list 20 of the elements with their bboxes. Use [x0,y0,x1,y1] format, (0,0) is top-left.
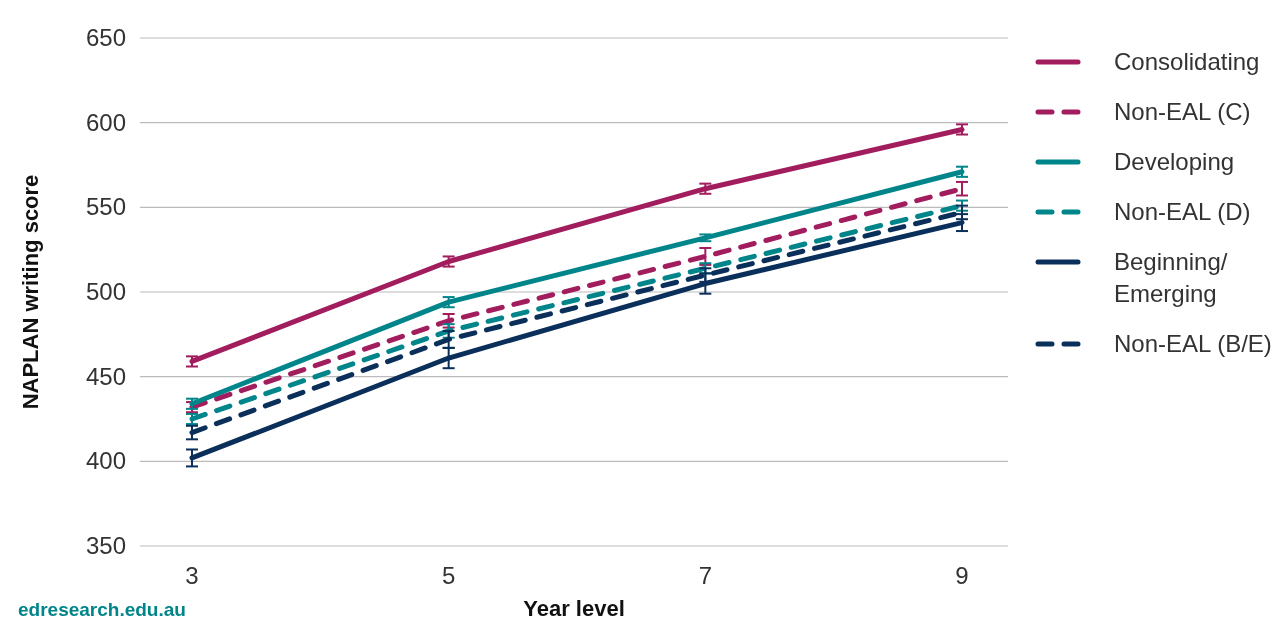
y-tick-label: 650 [85,24,126,51]
x-tick-label: 7 [698,562,713,589]
y-tick-label: 400 [85,447,126,475]
legend-label: Developing [1114,148,1235,175]
text: edresearch.edu.au [18,599,186,618]
legend-label: Non-EAL (B/E) [1114,330,1272,357]
x-axis-title: Year level [523,596,625,618]
y-tick-label: 600 [85,108,126,136]
y-tick-label: 550 [85,193,126,221]
legend-label: Beginning/ Emerging [1114,248,1228,307]
y-tick-label: 350 [85,532,126,559]
legend-label: Consolidating [1114,48,1260,75]
y-axis-title: NAPLAN writing score [18,174,43,410]
y-tick-label: 500 [85,278,126,305]
legend-label: Non-EAL (D) [1114,198,1251,225]
x-tick-label: 9 [955,562,969,589]
x-tick-label: 3 [185,562,199,589]
x-tick-label: 5 [441,562,456,589]
legend-label: Non-EAL (C) [1114,98,1251,125]
y-tick-label: 450 [85,362,126,390]
